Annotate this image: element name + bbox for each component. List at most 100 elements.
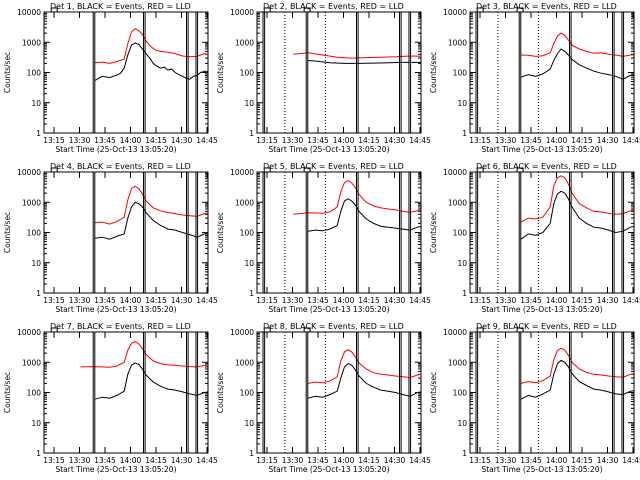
top-marker — [476, 327, 484, 333]
y-tick-label: 1 — [249, 129, 254, 138]
y-axis-label: Counts/sec — [3, 52, 12, 93]
x-tick-label: 13:30 — [69, 296, 91, 305]
chart-panel-2: Det 2, BLACK = Events, RED = LLD 1 10 100 10… — [216, 2, 539, 154]
x-tick-label: 13:30 — [282, 456, 304, 465]
x-tick-label: 14:45 — [196, 456, 218, 465]
x-tick-label: 13:15 — [256, 136, 278, 145]
x-tick-label: 14:15 — [571, 456, 593, 465]
plot-frame — [256, 171, 422, 294]
y-tick-label: 1 — [462, 289, 467, 298]
chart-panel-1: Det 1, BLACK = Events, RED = LLD 1 10 100 10… — [3, 2, 326, 154]
y-tick-label: 10 — [244, 99, 254, 108]
x-tick-label: 14:15 — [358, 296, 380, 305]
x-tick-label: 13:15 — [469, 456, 491, 465]
panel-title: Det 2, BLACK = Events, RED = LLD — [263, 2, 404, 11]
series-line-lld — [80, 341, 208, 368]
panel-title: Det 4, BLACK = Events, RED = LLD — [50, 162, 191, 171]
x-tick-label: 14:45 — [622, 136, 640, 145]
y-tick-label: 1 — [36, 289, 41, 298]
series-line-events — [307, 363, 421, 399]
panel-title: Det 5, BLACK = Events, RED = LLD — [263, 162, 404, 171]
y-tick-label: 10 — [457, 419, 467, 428]
y-tick-label: 10 — [31, 99, 41, 108]
x-tick-label: 13:45 — [520, 136, 542, 145]
plot-frame — [256, 11, 422, 134]
y-tick-label: 100 — [27, 69, 42, 78]
y-tick-label: 1 — [249, 449, 254, 458]
x-tick-label: 14:00 — [333, 136, 355, 145]
series-line-lld — [94, 185, 208, 225]
chart-panel-4: Det 4, BLACK = Events, RED = LLD 1 10 100 10… — [3, 162, 326, 314]
x-tick-label: 13:30 — [282, 136, 304, 145]
series-line-lld — [307, 349, 421, 384]
x-tick-label: 14:30 — [171, 296, 193, 305]
x-tick-label: 13:30 — [69, 456, 91, 465]
x-tick-label: 14:15 — [358, 136, 380, 145]
x-tick-label: 14:45 — [196, 136, 218, 145]
y-tick-label: 1000 — [448, 198, 467, 207]
x-tick-label: 14:00 — [120, 456, 142, 465]
x-tick-label: 13:45 — [94, 456, 116, 465]
x-tick-label: 13:15 — [43, 296, 65, 305]
y-tick-label: 100 — [453, 389, 468, 398]
y-tick-label: 10000 — [230, 328, 254, 337]
series-group — [520, 32, 634, 80]
y-axis-label: Counts/sec — [216, 212, 225, 253]
y-tick-label: 1000 — [448, 358, 467, 367]
x-tick-label: 13:30 — [495, 136, 517, 145]
x-tick-label: 14:15 — [571, 136, 593, 145]
chart-panel-3: Det 3, BLACK = Events, RED = LLD 1 10 100 10… — [429, 2, 640, 154]
x-tick-label: 14:00 — [120, 136, 142, 145]
y-tick-label: 1 — [462, 129, 467, 138]
y-tick-label: 100 — [240, 229, 255, 238]
plot-frame — [469, 11, 635, 134]
x-tick-label: 14:00 — [120, 296, 142, 305]
y-tick-label: 10 — [31, 419, 41, 428]
y-tick-label: 100 — [27, 389, 42, 398]
x-axis-label: Start Time (25-Oct-13 13:05:20) — [268, 305, 389, 314]
series-group — [293, 52, 421, 64]
x-tick-label: 13:30 — [69, 136, 91, 145]
y-axis-label: Counts/sec — [429, 372, 438, 413]
x-tick-label: 13:45 — [94, 136, 116, 145]
x-axis-label: Start Time (25-Oct-13 13:05:20) — [55, 465, 176, 474]
y-tick-label: 1000 — [22, 198, 41, 207]
panel-title: Det 3, BLACK = Events, RED = LLD — [476, 2, 617, 11]
x-tick-label: 13:45 — [307, 136, 329, 145]
y-axis-label: Counts/sec — [216, 372, 225, 413]
x-tick-label: 14:15 — [571, 296, 593, 305]
top-marker — [50, 167, 58, 173]
x-tick-label: 14:00 — [546, 136, 568, 145]
y-tick-label: 10 — [457, 99, 467, 108]
y-tick-label: 10 — [31, 259, 41, 268]
x-tick-label: 14:45 — [409, 456, 431, 465]
x-tick-label: 13:15 — [256, 456, 278, 465]
y-tick-label: 1 — [36, 449, 41, 458]
chart-panel-9: Det 9, BLACK = Events, RED = LLD 1 10 100 10… — [429, 322, 640, 474]
series-line-lld — [293, 52, 421, 59]
y-tick-label: 100 — [453, 69, 468, 78]
y-tick-label: 10000 — [17, 8, 41, 17]
y-tick-label: 1 — [462, 449, 467, 458]
x-axis-label: Start Time (25-Oct-13 13:05:20) — [55, 145, 176, 154]
y-tick-label: 1 — [249, 289, 254, 298]
x-tick-label: 14:00 — [333, 296, 355, 305]
top-marker — [50, 7, 58, 13]
y-tick-label: 1000 — [235, 38, 254, 47]
y-tick-label: 10 — [244, 259, 254, 268]
y-tick-label: 1 — [36, 129, 41, 138]
x-tick-label: 13:45 — [520, 296, 542, 305]
x-axis-label: Start Time (25-Oct-13 13:05:20) — [481, 465, 602, 474]
series-line-events — [520, 48, 634, 80]
top-marker — [263, 167, 271, 173]
y-tick-label: 10000 — [443, 8, 467, 17]
top-marker — [476, 7, 484, 13]
x-tick-label: 13:30 — [282, 296, 304, 305]
x-tick-label: 14:45 — [622, 296, 640, 305]
x-tick-label: 14:00 — [546, 456, 568, 465]
y-tick-label: 10 — [457, 259, 467, 268]
y-axis-label: Counts/sec — [429, 212, 438, 253]
x-axis-label: Start Time (25-Oct-13 13:05:20) — [55, 305, 176, 314]
y-axis-label: Counts/sec — [3, 212, 12, 253]
x-tick-label: 13:15 — [469, 136, 491, 145]
